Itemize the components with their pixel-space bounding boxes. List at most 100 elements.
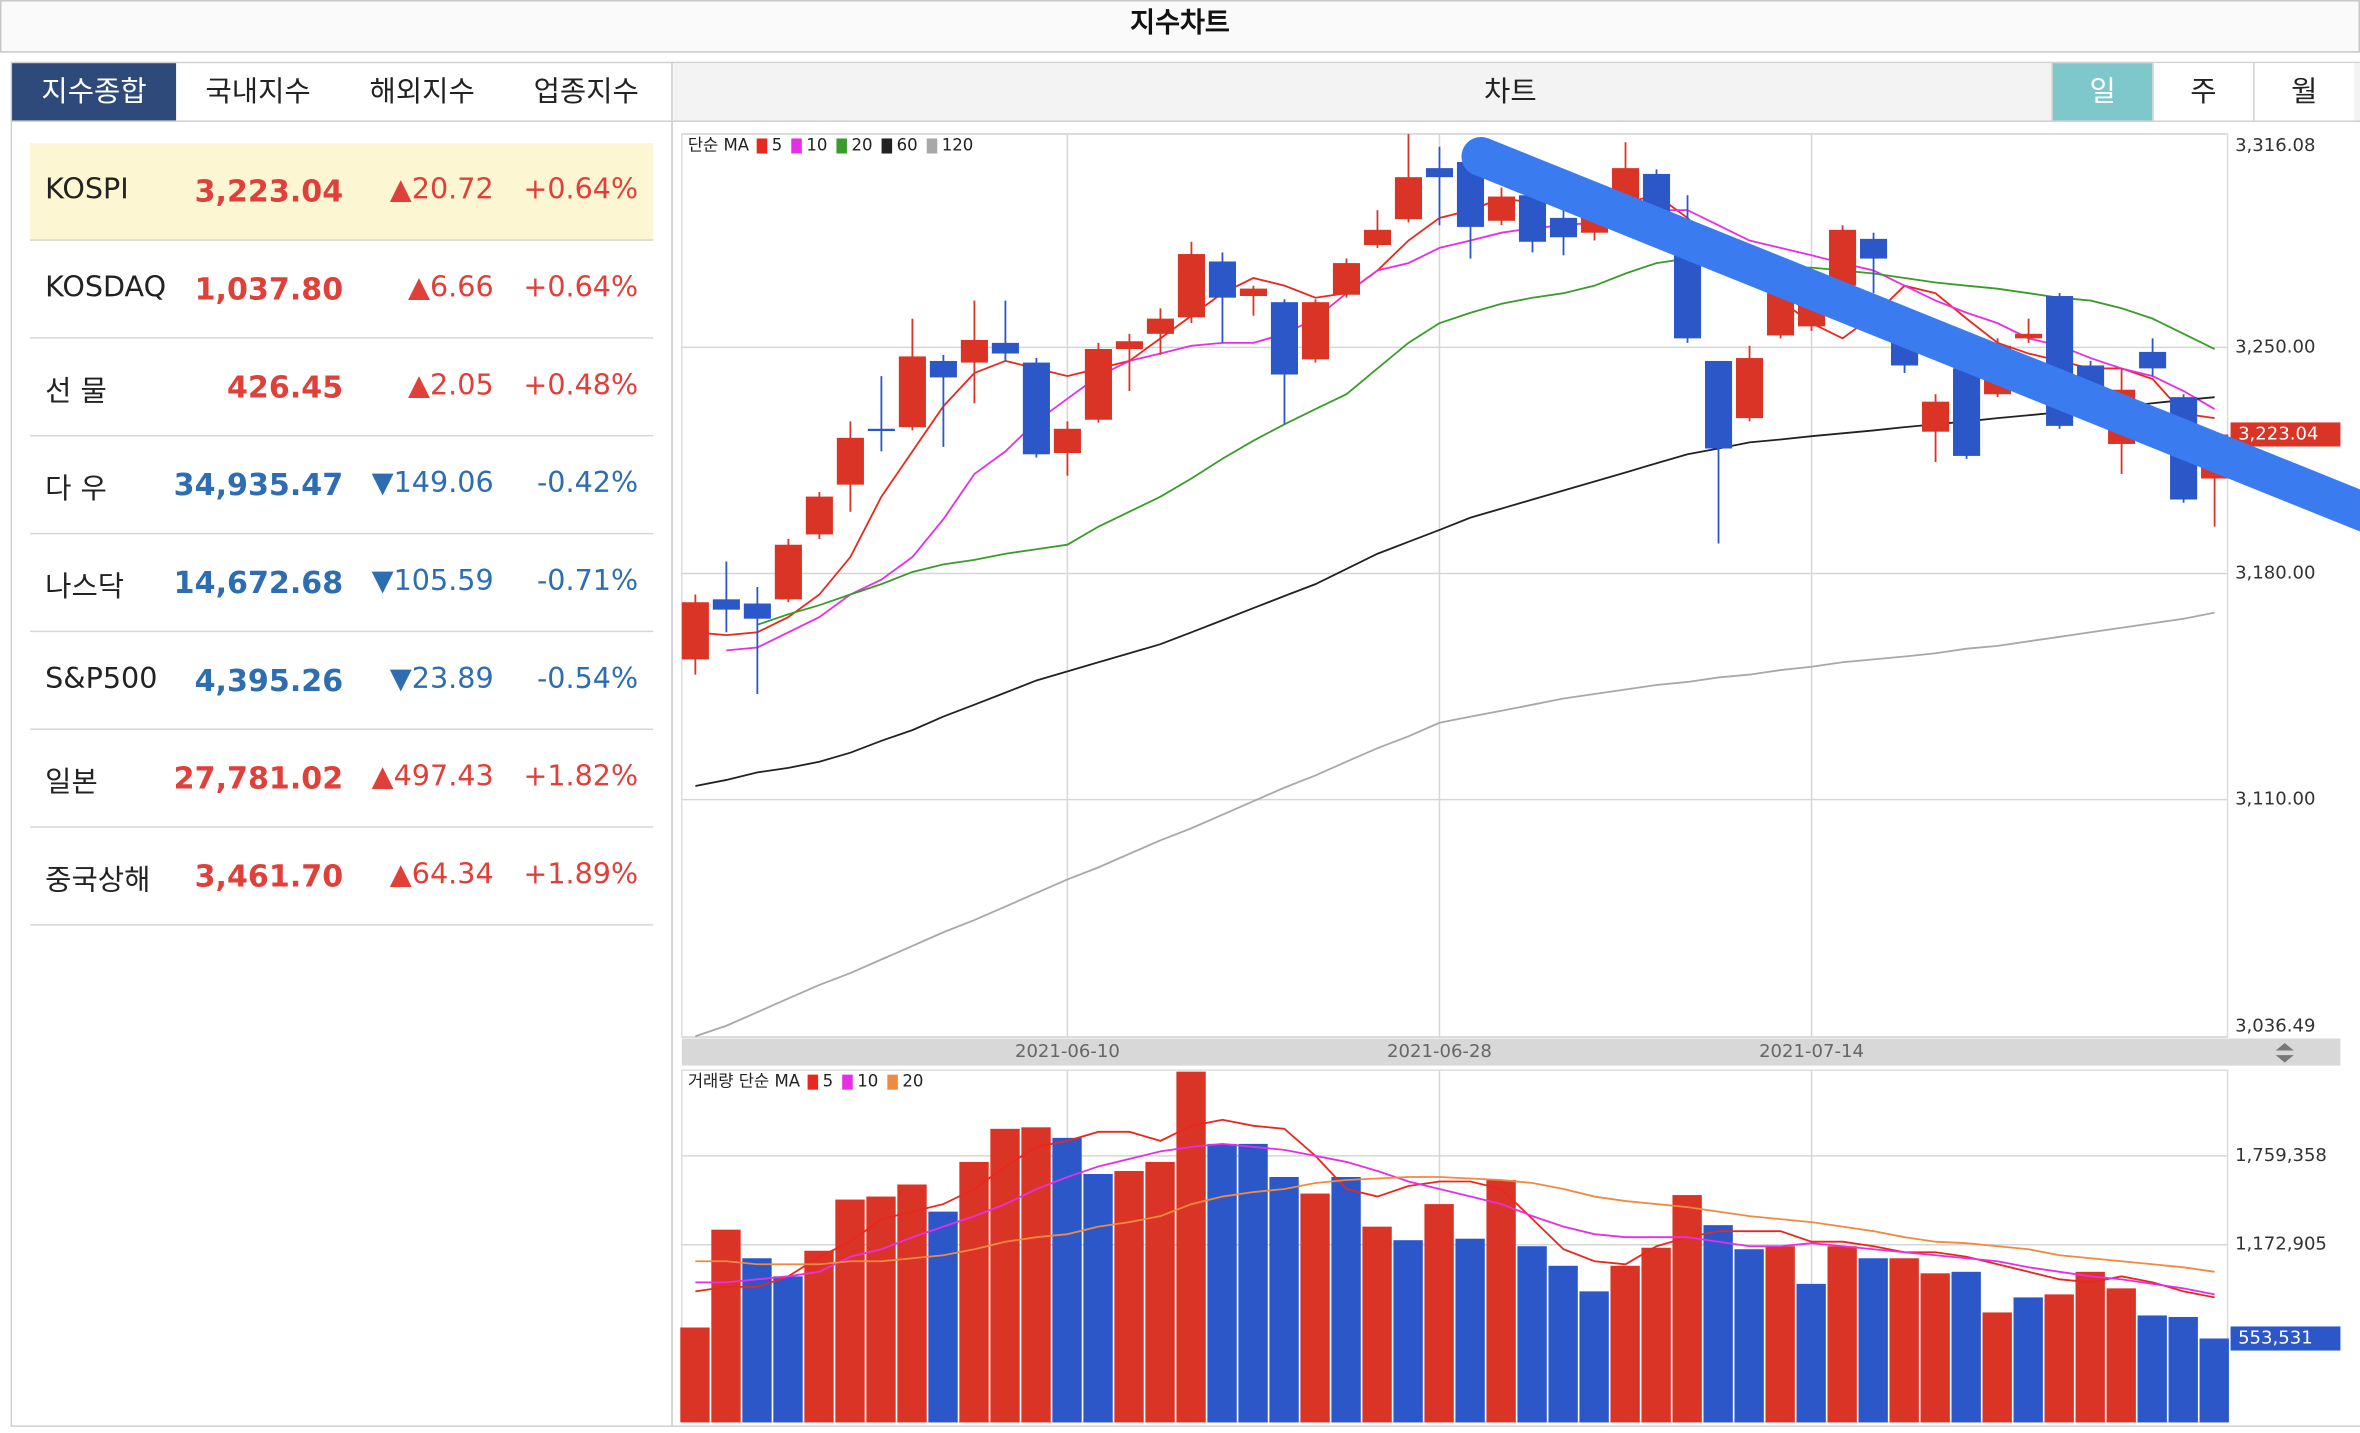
y-tick-label: 3,180.00	[2235, 562, 2315, 583]
current-value-label: 553,531	[2238, 1328, 2313, 1349]
ma-line	[695, 1176, 2215, 1273]
candle-body	[1642, 173, 1671, 233]
index-change: ▲6.66	[407, 270, 494, 305]
period-tab[interactable]: 주	[2152, 63, 2254, 121]
volume-bar	[2199, 1338, 2229, 1423]
index-change: ▲2.05	[407, 368, 494, 402]
volume-bar	[1920, 1273, 1950, 1423]
period-tab[interactable]: 월	[2253, 63, 2354, 121]
window-title: 지수차트	[0, 0, 2360, 53]
volume-bar	[2137, 1315, 2167, 1423]
candle-body	[1456, 161, 1485, 227]
volume-bar	[1362, 1226, 1392, 1423]
index-change: ▲64.34	[389, 857, 494, 892]
resize-handle[interactable]	[2275, 1043, 2294, 1063]
candle-body	[774, 544, 802, 600]
legend-title: 단순 MA	[688, 135, 750, 154]
index-row[interactable]: S&P500 4,395.26 ▼23.89 -0.54%	[30, 632, 654, 730]
candle-body	[1828, 229, 1857, 286]
index-row[interactable]: 중국상해 3,461.70 ▲64.34 +1.89%	[30, 828, 654, 926]
volume-bar	[1052, 1137, 1082, 1423]
index-row[interactable]: 선 물 426.45 ▲2.05 +0.48%	[30, 339, 654, 437]
legend-swatch	[881, 138, 893, 154]
index-row[interactable]: KOSPI 3,223.04 ▲20.72 +0.64%	[30, 142, 654, 241]
volume-bar	[1455, 1238, 1485, 1423]
volume-bar	[2106, 1288, 2136, 1423]
volume-bar	[835, 1199, 865, 1423]
x-tick-label: 2021-07-14	[1759, 1041, 1864, 1062]
legend-swatch	[836, 138, 847, 154]
index-change: ▼149.06	[371, 466, 494, 500]
candle-body	[1239, 288, 1267, 297]
legend-title: 거래량 단순 MA	[688, 1072, 801, 1091]
volume-bar	[1579, 1291, 1609, 1423]
ma-line	[695, 1118, 2215, 1299]
volume-bar	[1703, 1225, 1733, 1423]
legend-swatch	[842, 1074, 853, 1090]
volume-bar	[2075, 1271, 2105, 1423]
tab-bar: 지수종합 국내지수 해외지수 업종지수	[12, 63, 672, 122]
candle-body	[1580, 199, 1609, 233]
index-change-pct: +0.64%	[523, 173, 639, 207]
volume-bar	[1951, 1271, 1981, 1423]
tab[interactable]: 국내지수	[205, 75, 311, 109]
legend-label: 5	[823, 1072, 834, 1091]
candle-body	[2201, 434, 2229, 479]
volume-bar	[2044, 1294, 2074, 1423]
volume-bar	[1424, 1204, 1454, 1423]
tab[interactable]: 지수종합	[12, 63, 177, 121]
volume-bar	[1393, 1240, 1423, 1423]
candle-body	[1673, 225, 1702, 339]
volume-bar	[804, 1250, 834, 1423]
y-tick-label: 3,110.00	[2235, 789, 2315, 810]
index-change: ▲497.43	[371, 760, 494, 794]
tab[interactable]: 해외지수	[369, 75, 475, 109]
tab[interactable]: 업종지수	[533, 75, 639, 109]
candle-body	[743, 603, 771, 619]
volume-bar	[711, 1229, 741, 1423]
y-tick-label: 3,036.49	[2235, 1015, 2315, 1036]
legend-label: 120	[942, 135, 974, 154]
candle-body	[1487, 196, 1516, 221]
legend-swatch	[807, 1074, 819, 1090]
candle-body	[960, 339, 988, 363]
index-row[interactable]: 나스닥 14,672.68 ▼105.59 -0.71%	[30, 534, 654, 633]
candle-body	[991, 342, 1019, 354]
index-row[interactable]: 다 우 34,935.47 ▼149.06 -0.42%	[30, 436, 654, 535]
date-strip	[681, 1038, 2341, 1066]
candle-body	[1363, 229, 1392, 245]
volume-bar	[1548, 1265, 1578, 1423]
legend-swatch	[791, 138, 802, 154]
candle-body	[712, 599, 740, 610]
index-name: 중국상해	[45, 863, 151, 898]
candle-body	[1115, 341, 1143, 350]
index-price: 14,672.68	[173, 564, 344, 601]
index-change: ▲20.72	[389, 173, 494, 207]
legend-label: 60	[897, 135, 918, 154]
index-name: 나스닥	[45, 570, 125, 604]
volume-bar	[1300, 1193, 1330, 1423]
candle-body	[1953, 368, 1981, 456]
index-change-pct: -0.42%	[536, 466, 639, 500]
index-row[interactable]: 일본 27,781.02 ▲497.43 +1.82%	[30, 730, 654, 828]
index-name: 선 물	[45, 374, 107, 408]
legend-swatch	[887, 1074, 898, 1090]
legend-swatch	[926, 138, 938, 154]
ma-line	[695, 611, 2215, 1038]
volume-bar	[1889, 1258, 1919, 1423]
candle-body	[2170, 397, 2198, 500]
index-row[interactable]: KOSDAQ 1,037.80 ▲6.66 +0.64%	[30, 241, 654, 339]
period-tab[interactable]: 일	[2051, 63, 2153, 121]
volume-bar	[2168, 1316, 2198, 1423]
index-name: 다 우	[45, 472, 107, 506]
candle-body	[2108, 389, 2136, 444]
legend-swatch	[756, 138, 768, 154]
index-name: 일본	[45, 766, 98, 800]
index-change-pct: +0.48%	[523, 368, 639, 402]
index-change-pct: +1.89%	[523, 857, 639, 892]
volume-bar	[1827, 1246, 1857, 1423]
volume-bar	[1858, 1258, 1888, 1423]
volume-bar	[1145, 1161, 1175, 1423]
